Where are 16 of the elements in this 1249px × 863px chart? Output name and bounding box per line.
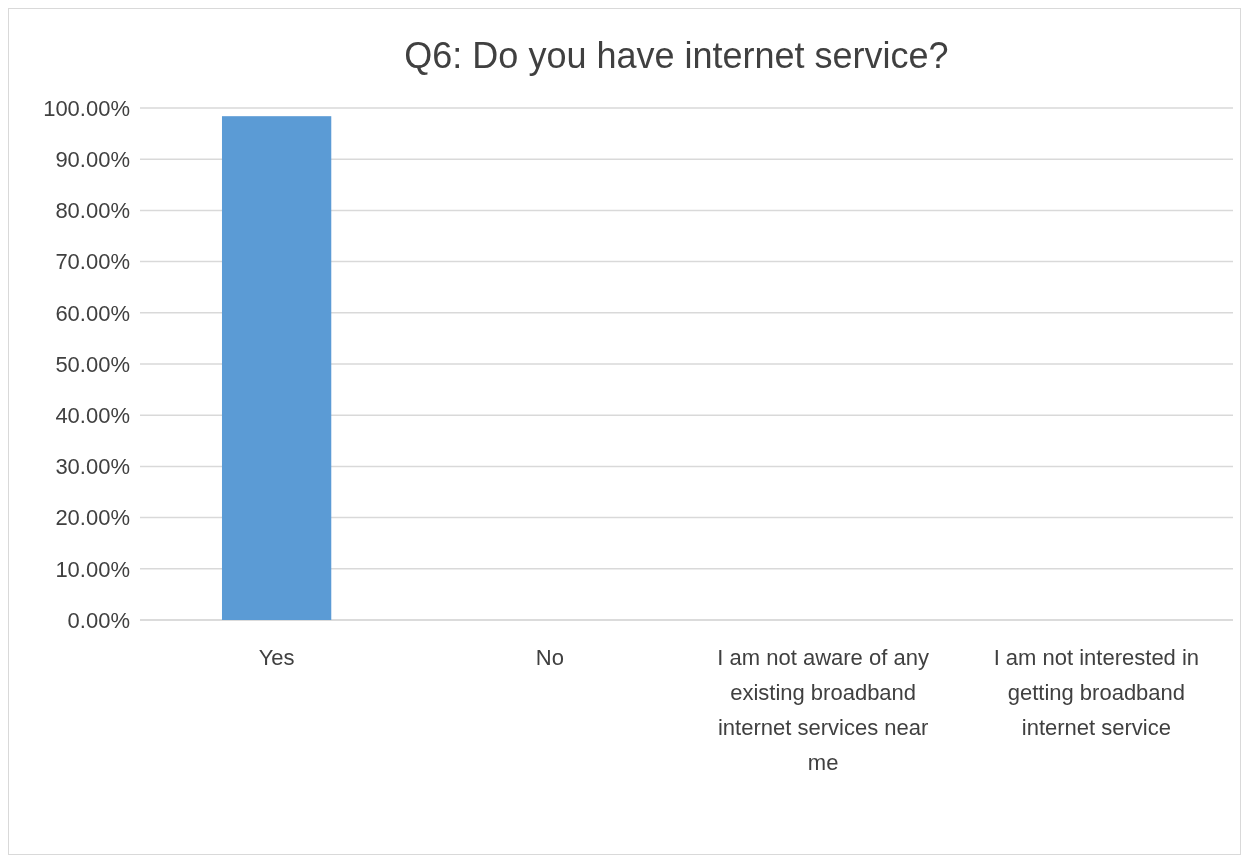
y-tick-label: 0.00%: [67, 607, 130, 633]
x-tick-label: I am not aware of any existing broadband internet services near me: [717, 645, 929, 775]
y-tick-label: 90.00%: [55, 146, 130, 172]
x-tick-label: Yes: [258, 645, 295, 670]
y-tick-label: 20.00%: [55, 505, 130, 531]
x-tick-label: I am not interested in getting broadband internet service: [993, 645, 1200, 740]
y-tick-label: 10.00%: [55, 556, 130, 582]
y-tick-label: 30.00%: [55, 454, 130, 480]
y-tick-label: 80.00%: [55, 198, 130, 224]
y-tick-label: 50.00%: [55, 351, 130, 377]
y-tick-label: 100.00%: [43, 95, 130, 121]
chart-title: Q6: Do you have internet service?: [404, 35, 949, 76]
y-tick-label: 60.00%: [55, 300, 130, 326]
x-tick-label: No: [535, 645, 564, 670]
y-tick-label: 40.00%: [55, 402, 130, 428]
y-tick-label: 70.00%: [55, 249, 130, 275]
